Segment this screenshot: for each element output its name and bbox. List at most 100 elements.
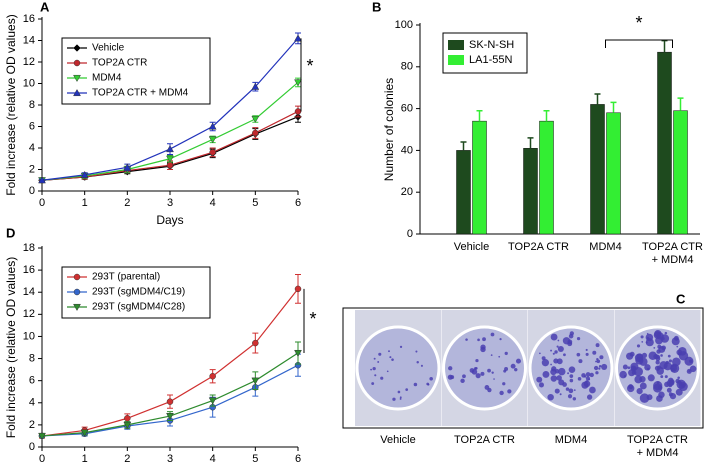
marker <box>80 170 89 178</box>
colony <box>658 391 665 399</box>
x-tick-label: 6 <box>295 453 301 465</box>
caption: TOP2A CTR <box>454 434 515 446</box>
colony <box>554 350 558 354</box>
legend-label: 293T (sgMDM4/C19) <box>92 287 185 298</box>
error-bar <box>543 109 550 122</box>
y-tick-label: 12 <box>23 56 35 68</box>
colony <box>656 332 664 340</box>
plate <box>442 325 527 411</box>
colony <box>550 363 552 366</box>
bar <box>456 150 471 235</box>
marker <box>166 412 174 421</box>
y-tick-label: 14 <box>23 286 35 298</box>
x-tick-label: 1 <box>82 197 88 209</box>
y-tick-label: 2 <box>29 419 35 431</box>
colony <box>639 382 647 390</box>
y-tick-label: 4 <box>29 397 35 409</box>
colony <box>569 374 574 378</box>
colony <box>633 367 643 377</box>
colony <box>596 357 599 361</box>
colony <box>567 372 570 375</box>
colony <box>595 343 600 348</box>
caption: Vehicle <box>380 434 415 446</box>
colony <box>671 337 680 346</box>
colony <box>371 382 375 386</box>
y-tick-label: 0 <box>407 228 413 240</box>
marker <box>166 161 174 169</box>
colony <box>490 332 495 337</box>
colony <box>568 366 576 374</box>
colony <box>538 382 544 388</box>
legend-label: TOP2A CTR <box>92 58 147 69</box>
colony <box>391 358 394 361</box>
colony <box>678 382 688 392</box>
colony <box>628 384 634 390</box>
colony <box>655 360 660 365</box>
colony <box>639 376 646 383</box>
legend-swatch <box>448 55 464 65</box>
colony <box>599 355 604 360</box>
legend-label: SK-N-SH <box>469 39 514 51</box>
colony <box>515 358 521 364</box>
colony <box>389 356 392 359</box>
colony <box>490 354 493 356</box>
colony <box>484 385 490 390</box>
colony <box>556 358 563 365</box>
error-bar <box>594 93 601 105</box>
colony <box>374 374 377 377</box>
colony <box>639 357 648 366</box>
colony <box>598 367 601 370</box>
error-bar <box>460 141 467 151</box>
x-tick-label: MDM4 <box>589 241 621 253</box>
y-tick-label: 80 <box>401 61 413 73</box>
colony <box>504 351 508 356</box>
colony <box>542 370 550 378</box>
colony <box>504 366 509 371</box>
x-tick-label: 2 <box>124 197 130 209</box>
marker <box>252 129 259 137</box>
colony <box>569 331 574 336</box>
legend-box <box>61 266 211 319</box>
colony <box>429 377 433 381</box>
marker <box>124 415 131 422</box>
marker <box>208 397 217 405</box>
y-tick-label: 100 <box>395 19 413 31</box>
colony <box>572 397 577 401</box>
x-tick-label: 6 <box>295 197 301 209</box>
colony <box>378 352 382 356</box>
colony <box>460 378 465 384</box>
bar <box>523 148 538 235</box>
colony <box>373 357 376 360</box>
error-bar <box>476 109 483 122</box>
x-axis-label: Days <box>156 213 183 227</box>
legend-label: TOP2A CTR + MDM4 <box>92 88 189 99</box>
colony <box>660 354 663 357</box>
colony <box>447 374 453 380</box>
x-tick-label: TOP2A CTR + MDM4 <box>642 241 703 266</box>
x-tick-label: 5 <box>252 453 258 465</box>
colony <box>666 379 674 387</box>
colony <box>653 383 663 393</box>
bar <box>673 110 688 235</box>
colony <box>671 364 674 367</box>
error-bar <box>661 39 668 53</box>
colony <box>465 338 468 341</box>
colony <box>392 397 396 401</box>
marker <box>251 82 260 90</box>
colony <box>510 363 516 369</box>
legend-marker <box>73 44 81 52</box>
colony <box>640 335 644 339</box>
colony <box>565 387 570 391</box>
colony <box>475 358 479 363</box>
panel-label: B <box>372 0 381 14</box>
colony <box>563 353 566 357</box>
colony <box>502 382 506 386</box>
x-tick-label: 4 <box>210 453 216 465</box>
panel-label: D <box>6 225 15 240</box>
colony <box>589 386 596 394</box>
colony <box>399 397 402 400</box>
colony <box>648 351 657 360</box>
y-tick-label: 12 <box>23 308 35 320</box>
marker <box>251 377 260 385</box>
colony <box>641 352 648 358</box>
